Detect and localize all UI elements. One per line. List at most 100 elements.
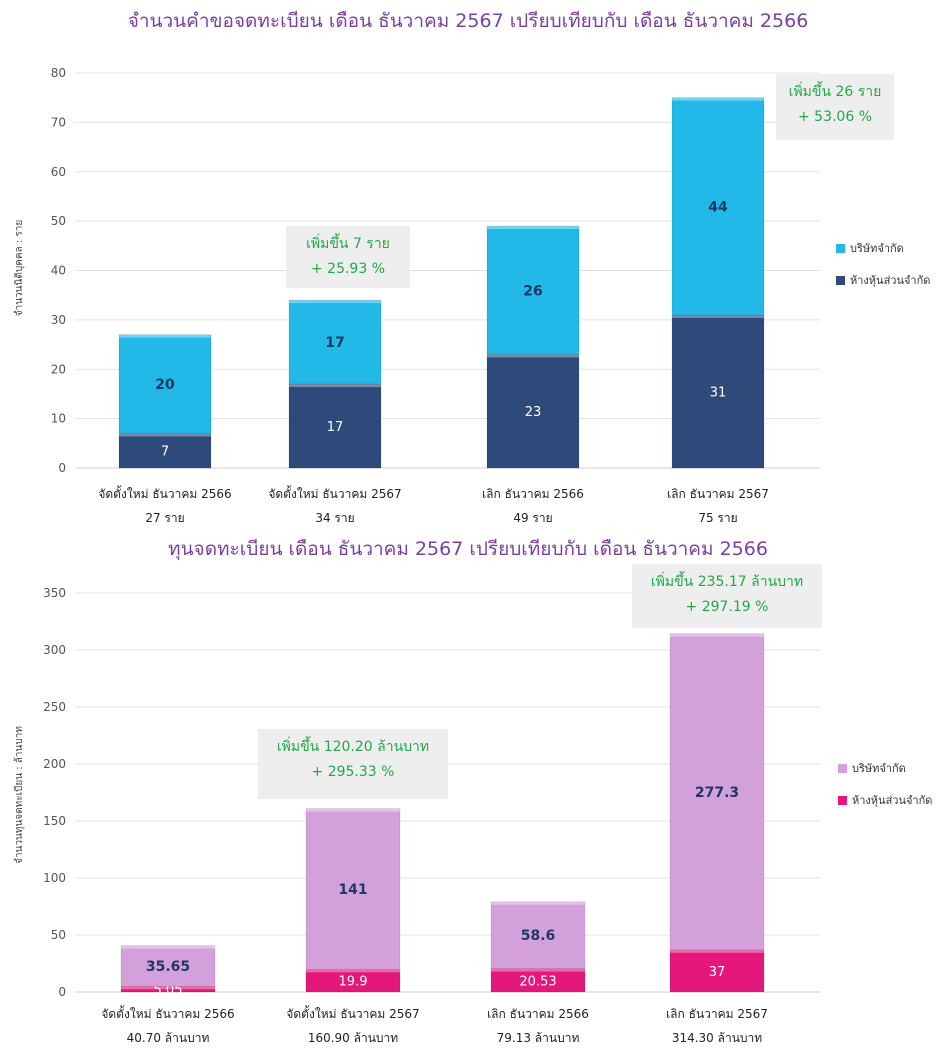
chart1-annotation-box	[286, 226, 410, 288]
chart2-data-label: 35.65	[146, 959, 190, 975]
chart2-bar-segment-company	[120, 945, 216, 987]
chart2-bar-highlight	[491, 968, 585, 972]
chart2-bar-segment-company	[490, 901, 586, 969]
chart2-data-label: 19.9	[339, 975, 368, 990]
chart2-data-label: 5.05	[154, 983, 183, 998]
chart1-title: จำนวนคำขอจดทะเบียน เดือน ธันวาคม 2567 เป…	[128, 10, 809, 32]
chart2-y-tick-label: 50	[51, 928, 66, 942]
chart1-data-label: 17	[325, 335, 344, 351]
chart1-bar-highlight	[289, 384, 381, 388]
chart2-bar-highlight	[670, 949, 764, 953]
chart1-plot: 0 10 20 30 40 50 60 70 80 7 20 จัดตั้งใหม่ ธันวาคม …	[51, 66, 931, 525]
chart2-bar-highlight	[306, 969, 400, 973]
chart2-legend-label: ห้างหุ้นส่วนจำกัด	[852, 794, 932, 807]
chart2-bar-segment-company	[305, 808, 401, 970]
chart2-data-label: 141	[338, 882, 367, 898]
chart1-bar-segment-partnership	[671, 314, 765, 469]
chart2-annotation-text: + 295.33 %	[312, 764, 395, 780]
chart2-category-label: จัดตั้งใหม่ ธันวาคม 2567	[286, 1005, 419, 1021]
chart2-bar-highlight	[306, 808, 400, 812]
chart2-category-total: 40.70 ล้านบาท	[127, 1031, 210, 1045]
chart1-annotation-box	[776, 74, 894, 140]
chart2-category-label: เลิก ธันวาคม 2566	[487, 1007, 589, 1021]
chart1-bar-highlight	[289, 300, 381, 304]
chart2-data-label: 277.3	[695, 785, 739, 801]
chart1-legend-label: บริษัทจำกัด	[850, 242, 904, 255]
chart1-annotation-text: + 53.06 %	[798, 109, 872, 125]
chart1-y-tick-label: 60	[51, 165, 66, 179]
chart1-y-tick-label: 10	[51, 412, 66, 426]
chart2-bar-segment-company	[669, 633, 765, 951]
chart1-bar-segment-company	[288, 299, 382, 385]
chart1-y-tick-label: 80	[51, 66, 66, 80]
chart1-category-label: จัดตั้งใหม่ ธันวาคม 2566	[98, 485, 231, 501]
chart1-bar-segment-company	[118, 334, 212, 434]
chart2-annotation-text: เพิ่มขึ้น 120.20 ล้านบาท	[277, 736, 429, 755]
chart2-bar-segment-partnership	[305, 968, 401, 993]
chart2-bar-segment-partnership	[669, 949, 765, 993]
chart1-bar-segment-company	[671, 97, 765, 316]
chart2-annotation-text: เพิ่มขึ้น 235.17 ล้านบาท	[651, 571, 803, 590]
chart1-category-label: เลิก ธันวาคม 2567	[667, 487, 769, 501]
chart2-bar-highlight	[491, 901, 585, 905]
chart1-data-label: 23	[525, 405, 542, 420]
chart2-category-label: เลิก ธันวาคม 2567	[666, 1007, 768, 1021]
chart1-bar-highlight	[119, 334, 211, 338]
chart1-y-tick-label: 30	[51, 313, 66, 327]
chart2-bar-highlight	[121, 986, 215, 990]
chart1-y-tick-label: 70	[51, 115, 66, 129]
chart1-bar-highlight	[672, 97, 764, 101]
chart2-annotation-box	[632, 564, 822, 628]
chart1-bar-highlight	[487, 354, 579, 358]
chart1-y-tick-label: 40	[51, 264, 66, 278]
chart1-data-label: 31	[710, 385, 727, 400]
chart2-y-axis-label: จำนวนทุนจดทะเบียน : ล้านบาท	[13, 726, 25, 864]
chart2-y-tick-label: 300	[43, 643, 66, 657]
chart2-plot: 0 50 100 150 200 250 300 350 5.05 35.65 จัดตั้งใหม…	[43, 564, 932, 1045]
chart1-annotation-text: เพิ่มขึ้น 7 ราย	[306, 233, 390, 252]
chart1-data-label: 44	[708, 199, 728, 215]
chart2-title: ทุนจดทะเบียน เดือน ธันวาคม 2567 เปรียบเท…	[168, 538, 768, 561]
chart1-annotation-text: + 25.93 %	[311, 261, 385, 277]
chart1-bar-segment-partnership	[486, 354, 580, 469]
chart2-bar-highlight	[121, 945, 215, 949]
chart2-y-tick-label: 0	[58, 985, 66, 999]
chart2-annotation-box	[258, 729, 448, 799]
chart1-bar-highlight	[119, 433, 211, 437]
chart1-bar-segment-company	[486, 225, 580, 355]
chart1-category-total: 75 ราย	[698, 511, 737, 525]
chart1-annotation-text: เพิ่มขึ้น 26 ราย	[789, 81, 882, 100]
chart1-legend-label: ห้างหุ้นส่วนจำกัด	[850, 274, 930, 287]
chart2-y-tick-label: 350	[43, 586, 66, 600]
chart1-y-tick-label: 20	[51, 362, 66, 376]
chart1-category-label: จัดตั้งใหม่ ธันวาคม 2567	[268, 485, 401, 501]
chart2-data-label: 58.6	[521, 928, 556, 944]
chart2-annotation-text: + 297.19 %	[686, 599, 769, 615]
chart1-data-label: 20	[155, 377, 175, 393]
chart1-legend-swatch	[836, 276, 845, 285]
chart2-legend-swatch	[838, 796, 847, 805]
chart1-data-label: 26	[523, 283, 542, 299]
chart2-category-total: 160.90 ล้านบาท	[308, 1031, 398, 1045]
chart1-bar-segment-partnership	[288, 383, 382, 469]
chart2-legend-swatch	[838, 764, 847, 773]
chart2-y-tick-label: 200	[43, 757, 66, 771]
chart1-data-label: 17	[327, 420, 344, 435]
chart1-bar-highlight	[672, 314, 764, 318]
chart2-bar-highlight	[670, 633, 764, 637]
chart2-y-tick-label: 150	[43, 814, 66, 828]
chart2-data-label: 37	[709, 965, 726, 980]
chart1-y-tick-label: 50	[51, 214, 66, 228]
chart1-data-label: 7	[161, 445, 169, 460]
chart2-legend-label: บริษัทจำกัด	[852, 762, 906, 775]
chart1-category-total: 49 ราย	[513, 511, 552, 525]
chart2-category-total: 314.30 ล้านบาท	[672, 1031, 762, 1045]
chart1-bar-highlight	[487, 226, 579, 230]
chart1-legend-swatch	[836, 244, 845, 253]
chart1-y-axis-label: จำนวนนิติบุคคล : ราย	[14, 220, 25, 317]
chart2-data-label: 20.53	[519, 974, 556, 989]
chart1-category-label: เลิก ธันวาคม 2566	[482, 487, 584, 501]
chart2-y-tick-label: 100	[43, 871, 66, 885]
chart1-category-total: 27 ราย	[145, 511, 184, 525]
